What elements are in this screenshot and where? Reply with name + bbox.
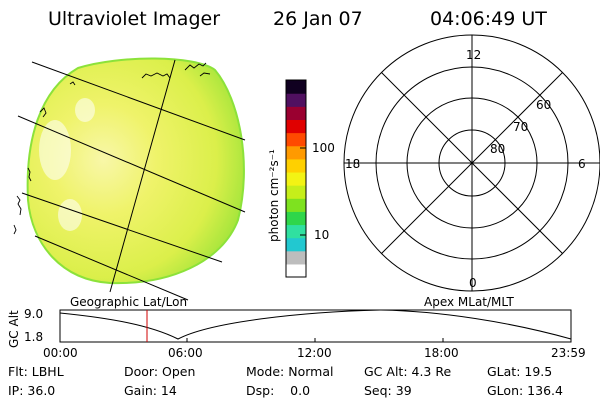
x-tick-0000: 00:00 [43,346,78,360]
instrument-title: Ultraviolet Imager [48,8,221,30]
info-gain: Gain: 14 [124,383,177,398]
colorbar-unit-text: photon cm⁻²s⁻¹ [267,149,281,242]
info-mode: Mode: Normal [246,364,334,379]
info-ip: IP: 36.0 [8,383,56,398]
y-tick-9: 9.0 [24,307,44,321]
info-flt: Flt: LBHL [8,364,64,379]
colorbar-segment [286,171,306,186]
polar-label-6: 6 [578,157,586,171]
info-door: Door: Open [124,364,196,379]
x-tick-1800: 18:00 [424,346,459,360]
polar-lat-80: 80 [490,142,506,156]
info-seq: Seq: 39 [364,383,412,398]
colorbar-tick-100: 100 [312,141,335,155]
coastline-outline [13,62,211,235]
x-tick-0600: 06:00 [168,346,203,360]
colorbar-segment [286,198,306,212]
polar-label-12: 12 [466,48,482,62]
x-tick-1200: 12:00 [297,346,332,360]
y-tick-1.8: 1.8 [24,330,44,344]
image-date: 26 Jan 07 [273,8,363,30]
x-tick-2359: 23:59 [551,346,586,360]
colorbar-segment [286,263,306,278]
colorbar-segment [286,185,306,199]
colorbar [285,79,307,278]
geographic-grid [17,59,246,301]
info-gc-alt: GC Alt: 4.3 Re [364,364,452,379]
colorbar-segment [286,132,306,147]
colorbar-segment [286,106,306,120]
colorbar-segment [286,119,306,134]
polar-label-18: 18 [345,157,361,171]
info-glat: GLat: 19.5 [487,364,553,379]
info-dsp: Dsp: 0.0 [246,383,311,398]
colorbar-segment [286,224,306,239]
image-time: 04:06:49 UT [430,8,547,30]
polar-label-0: 0 [469,276,477,290]
altitude-plot [59,309,572,343]
info-glon: GLon: 136.4 [487,383,563,398]
polar-lat-60: 60 [536,98,552,112]
colorbar-tick-10: 10 [314,228,330,242]
apex-title: Apex MLat/MLT [424,295,514,309]
polar-plot [343,34,600,292]
colorbar-segment [286,93,306,107]
colorbar-segment [286,80,306,94]
altitude-curve [59,309,572,340]
earth-disk-image [26,57,245,285]
colorbar-segment [286,145,306,160]
polar-lat-70: 70 [513,120,529,134]
colorbar-segment [286,211,306,226]
geographic-title: Geographic Lat/Lon [70,295,188,309]
colorbar-segment [286,158,306,173]
gc-alt-axis-label: GC Alt [7,310,21,348]
colorbar-segment [286,237,306,252]
colorbar-segment [286,250,306,265]
